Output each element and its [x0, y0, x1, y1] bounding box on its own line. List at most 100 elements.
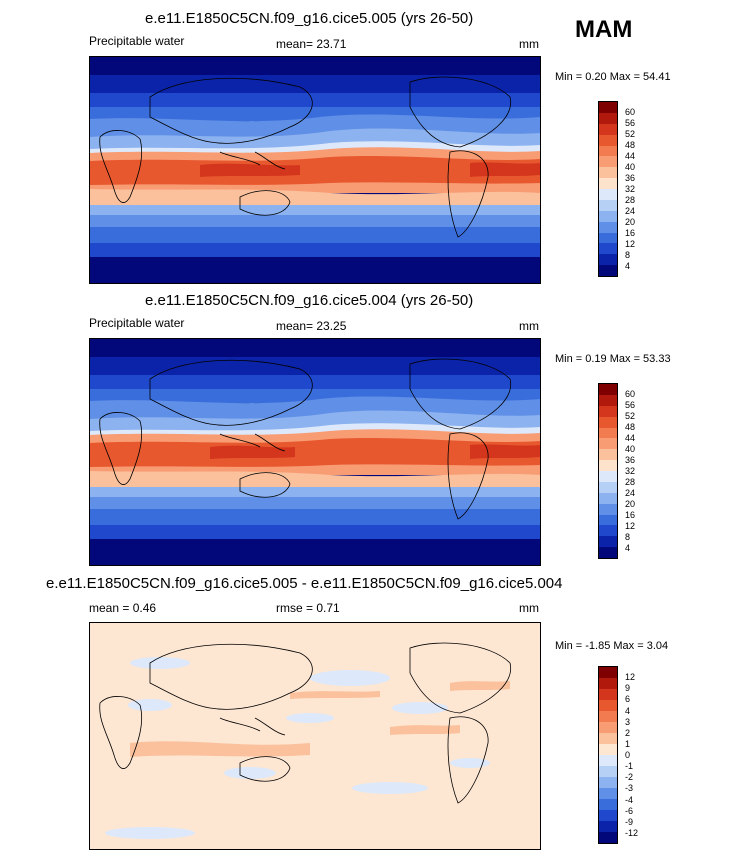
panel-3-colorbar-label: -9: [625, 816, 634, 827]
panel-2-colorbar-label: 52: [625, 411, 636, 421]
panel-1-colorbar-swatch-10: [599, 210, 617, 222]
panel-1-colorbar: [598, 101, 618, 277]
panel-3-colorbar-label: 2: [625, 727, 631, 738]
panel-2-colorbar-swatch-2: [599, 405, 617, 417]
panel-3-colorbar: [598, 666, 618, 844]
panel-2-colorbar-swatch-15: [599, 547, 617, 558]
panel-2-colorbar-label: 4: [625, 543, 631, 553]
panel-2-colorbar-swatch-3: [599, 416, 617, 428]
panel-1-colorbar-swatch-0: [599, 102, 617, 113]
panel-2-colorbar-swatch-7: [599, 460, 617, 471]
panel-3-colorbar-swatch-4: [599, 711, 617, 722]
panel-3-colorbar-label: 12: [625, 672, 636, 683]
panel-3-mean-label: mean = 0.46: [89, 601, 157, 615]
panel-1-colorbar-swatch-13: [599, 243, 617, 255]
panel-1-colorbar-label: 12: [625, 239, 636, 249]
panel-3-colorbar-swatch-1: [599, 678, 617, 689]
panel-2-colorbar-label: 48: [625, 422, 636, 432]
panel-1-colorbar-swatch-14: [599, 254, 617, 266]
panel-2-title: e.e11.E1850C5CN.f09_g16.cice5.004 (yrs 2…: [145, 292, 474, 309]
panel-2-colorbar-label: 12: [625, 521, 636, 531]
panel-1-colorbar-label: 60: [625, 107, 636, 117]
panel-3-units: mm: [519, 601, 539, 615]
panel-1-colorbar-label: 20: [625, 217, 636, 227]
panel-2-map-field: [90, 339, 540, 565]
panel-2-colorbar-swatch-14: [599, 536, 617, 548]
panel-3-colorbar-labels: 12 9 6 4 3 2 1 0 -1 -2 -3 -4 -6 -9 -12: [625, 666, 655, 844]
panel-3-minmax: Min = -1.85 Max = 3.04: [555, 640, 669, 652]
panel-1-colorbar-label: 8: [625, 250, 631, 260]
panel-3-colorbar-swatch-15: [599, 832, 617, 843]
panel-1-colorbar-swatch-7: [599, 178, 617, 189]
panel-2-colorbar-swatch-4: [599, 427, 617, 439]
panel-1-colorbar-swatch-15: [599, 265, 617, 276]
panel-2-colorbar-swatch-9: [599, 481, 617, 493]
panel-3-colorbar-label: 4: [625, 705, 631, 716]
panel-3-colorbar-swatch-6: [599, 733, 617, 744]
panel-3-colorbar-swatch-10: [599, 777, 617, 788]
panel-2-units: mm: [519, 319, 539, 333]
panel-1-colorbar-label: 40: [625, 162, 636, 172]
panel-3-colorbar-swatch-3: [599, 700, 617, 711]
panel-2-colorbar-swatch-0: [599, 384, 617, 395]
panel-3-title: e.e11.E1850C5CN.f09_g16.cice5.005 - e.e1…: [46, 575, 563, 592]
panel-2-colorbar-label: 44: [625, 433, 636, 443]
panel-3-colorbar-swatch-14: [599, 821, 617, 832]
season-label: MAM: [575, 16, 633, 43]
panel-1-colorbar-swatch-2: [599, 123, 617, 135]
panel-1-colorbar-swatch-3: [599, 134, 617, 146]
panel-3-colorbar-label: -2: [625, 772, 634, 783]
panel-1-colorbar-swatch-12: [599, 232, 617, 244]
panel-2-colorbar-swatch-13: [599, 525, 617, 537]
panel-2-colorbar-swatch-6: [599, 449, 617, 461]
panel-2-colorbar-swatch-8: [599, 471, 617, 482]
panel-2-colorbar-swatch-5: [599, 438, 617, 450]
panel-2-colorbar-swatch-10: [599, 492, 617, 504]
panel-2-minmax: Min = 0.19 Max = 53.33: [555, 353, 671, 365]
panel-1-mean-label: mean= 23.71: [276, 37, 347, 51]
panel-1-map-field: [90, 57, 540, 283]
panel-3-colorbar-swatch-5: [599, 722, 617, 733]
panel-3-map-field: [90, 623, 540, 849]
panel-2-mean-label: mean= 23.25: [276, 319, 347, 333]
panel-2-colorbar-swatch-11: [599, 503, 617, 515]
panel-2-colorbar-label: 32: [625, 466, 636, 476]
panel-1-colorbar-swatch-1: [599, 112, 617, 124]
panel-3-colorbar-swatch-0: [599, 667, 617, 678]
panel-3-colorbar-label: 1: [625, 738, 631, 749]
panel-2-colorbar-label: 16: [625, 510, 636, 520]
panel-1-colorbar-swatch-6: [599, 167, 617, 179]
panel-3-colorbar-label: -6: [625, 805, 634, 816]
panel-2-colorbar: [598, 383, 618, 559]
panel-2-variable-label: Precipitable water: [89, 316, 185, 330]
panel-2-colorbar-label: 28: [625, 477, 636, 487]
panel-3-colorbar-label: -4: [625, 794, 634, 805]
panel-3-colorbar-swatch-13: [599, 810, 617, 821]
panel-1-colorbar-label: 24: [625, 206, 636, 216]
panel-3-colorbar-label: 3: [625, 716, 631, 727]
panel-3-colorbar-label: -12: [625, 827, 639, 838]
panel-3-colorbar-swatch-2: [599, 689, 617, 700]
panel-2-colorbar-label: 60: [625, 389, 636, 399]
panel-1-colorbar-swatch-5: [599, 156, 617, 168]
panel-1-colorbar-label: 44: [625, 151, 636, 161]
panel-1-units: mm: [519, 37, 539, 51]
panel-2-colorbar-labels: 60 56 52 48 44 40 36 32 28 24 20 16 12 8…: [625, 383, 655, 559]
panel-2-colorbar-label: 40: [625, 444, 636, 454]
panel-3-colorbar-label: -1: [625, 761, 634, 772]
panel-1-title: e.e11.E1850C5CN.f09_g16.cice5.005 (yrs 2…: [145, 10, 474, 27]
panel-3-rmse-label: rmse = 0.71: [276, 601, 340, 615]
panel-3-colorbar-label: 6: [625, 694, 631, 705]
panel-3-map: [89, 622, 541, 850]
panel-1-colorbar-label: 56: [625, 118, 636, 128]
panel-1-colorbar-label: 32: [625, 184, 636, 194]
panel-1-colorbar-label: 36: [625, 173, 636, 183]
panel-3-colorbar-swatch-8: [599, 755, 617, 766]
panel-2-colorbar-swatch-12: [599, 514, 617, 526]
panel-3-colorbar-label: 9: [625, 683, 631, 694]
panel-2-map: [89, 338, 541, 566]
panel-3-colorbar-label: 0: [625, 750, 631, 760]
panel-1-colorbar-swatch-9: [599, 199, 617, 211]
panel-1-colorbar-label: 4: [625, 261, 631, 271]
panel-1-colorbar-label: 52: [625, 129, 636, 139]
